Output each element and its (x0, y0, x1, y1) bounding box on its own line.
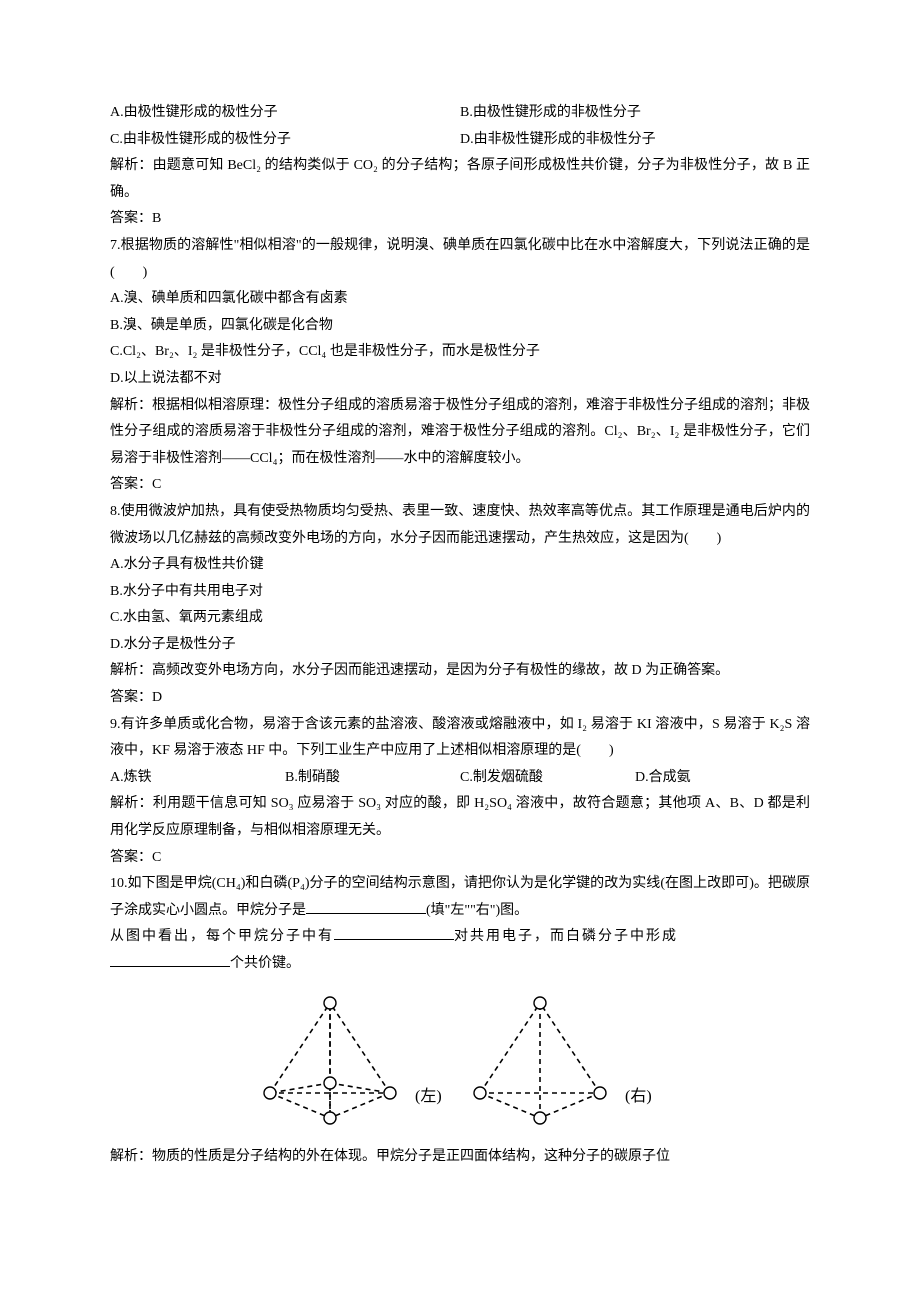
atom-node (324, 997, 336, 1009)
q8-analysis-label: 解析： (110, 663, 152, 678)
q8-analysis: 解析：高频改变外电场方向，水分子因而能迅速摆动，是因为分子有极性的缘故，故 D … (110, 658, 810, 685)
q9-analysis-text: 利用题干信息可知 SO₃ 应易溶于 SO₃ 对应的酸，即 H₂SO₄ 溶液中，故… (110, 796, 810, 838)
tetrahedron-diagram-svg: (左) (右) (245, 988, 675, 1128)
atom-node (264, 1087, 276, 1099)
atom-node (384, 1087, 396, 1099)
q6-answer: 答案：B (110, 206, 810, 233)
q6-analysis-text: 由题意可知 BeCl₂ 的结构类似于 CO₂ 的分子结构；各原子间形成极性共价键… (110, 158, 810, 200)
q8-stem: 8.使用微波炉加热，具有使受热物质均匀受热、表里一致、速度快、热效率高等优点。其… (110, 499, 810, 552)
q10-blank-1[interactable] (306, 900, 426, 914)
q9-analysis: 解析：利用题干信息可知 SO₃ 应易溶于 SO₃ 对应的酸，即 H₂SO₄ 溶液… (110, 791, 810, 844)
q6-option-d: D.由非极性键形成的非极性分子 (460, 127, 810, 154)
q10-analysis: 解析：物质的性质是分子结构的外在体现。甲烷分子是正四面体结构，这种分子的碳原子位 (110, 1144, 810, 1171)
q10-stem1b: (填"左""右")图。 (426, 903, 528, 918)
q6-analysis-label: 解析： (110, 158, 153, 173)
q7-answer: 答案：C (110, 472, 810, 499)
q7-analysis: 解析：根据相似相溶原理：极性分子组成的溶质易溶于极性分子组成的溶剂，难溶于非极性… (110, 393, 810, 473)
q9-answer: 答案：C (110, 845, 810, 872)
q8-option-d: D.水分子是极性分子 (110, 632, 810, 659)
atom-node (474, 1087, 486, 1099)
q10-stem3: 个共价键。 (230, 956, 300, 971)
q8-options: A.水分子具有极性共价键 B.水分子中有共用电子对 C.水由氢、氧两元素组成 D… (110, 552, 810, 658)
right-tetrahedron (474, 997, 606, 1124)
q7-answer-value: C (152, 477, 161, 492)
q10-diagram: (左) (右) (110, 988, 810, 1139)
q7-stem: 7.根据物质的溶解性"相似相溶"的一般规律，说明溴、碘单质在四氯化碳中比在水中溶… (110, 233, 810, 286)
q10-blank-2[interactable] (334, 926, 454, 940)
q8-answer: 答案：D (110, 685, 810, 712)
q8-option-b: B.水分子中有共用电子对 (110, 579, 810, 606)
q8-analysis-text: 高频改变外电场方向，水分子因而能迅速摆动，是因为分子有极性的缘故，故 D 为正确… (152, 663, 729, 678)
q6-answer-label: 答案： (110, 211, 152, 226)
right-label: (右) (625, 1087, 652, 1105)
q9-option-d: D.合成氨 (635, 765, 810, 792)
q7-option-c: C.Cl₂、Br₂、I₂ 是非极性分子，CCl₄ 也是非极性分子，而水是极性分子 (110, 339, 810, 366)
q6-option-c: C.由非极性键形成的极性分子 (110, 127, 460, 154)
q7-options: A.溴、碘单质和四氯化碳中都含有卤素 B.溴、碘是单质，四氯化碳是化合物 C.C… (110, 286, 810, 392)
q7-option-b: B.溴、碘是单质，四氯化碳是化合物 (110, 313, 810, 340)
q7-analysis-label: 解析： (110, 398, 152, 413)
q8-answer-label: 答案： (110, 690, 152, 705)
q10-stem-line1: 10.如下图是甲烷(CH₄)和白磷(P₄)分子的空间结构示意图，请把你认为是化学… (110, 871, 810, 924)
q9-analysis-label: 解析： (110, 796, 153, 811)
q8-answer-value: D (152, 690, 162, 705)
q7-option-d: D.以上说法都不对 (110, 366, 810, 393)
q6-analysis: 解析：由题意可知 BeCl₂ 的结构类似于 CO₂ 的分子结构；各原子间形成极性… (110, 153, 810, 206)
q6-answer-value: B (152, 211, 161, 226)
atom-node (534, 997, 546, 1009)
q10-analysis-text: 物质的性质是分子结构的外在体现。甲烷分子是正四面体结构，这种分子的碳原子位 (152, 1149, 670, 1164)
q8-option-c: C.水由氢、氧两元素组成 (110, 605, 810, 632)
q9-option-b: B.制硝酸 (285, 765, 460, 792)
q10-analysis-label: 解析： (110, 1149, 152, 1164)
left-label: (左) (415, 1087, 442, 1105)
q7-option-a: A.溴、碘单质和四氯化碳中都含有卤素 (110, 286, 810, 313)
left-tetrahedron (264, 997, 396, 1124)
atom-node (594, 1087, 606, 1099)
q9-option-c: C.制发烟硫酸 (460, 765, 635, 792)
atom-node-center (324, 1077, 336, 1089)
q6-option-b: B.由极性键形成的非极性分子 (460, 100, 810, 127)
q10-blank-3[interactable] (110, 953, 230, 967)
q10-stem-line3: 个共价键。 (110, 951, 810, 978)
q7-answer-label: 答案： (110, 477, 152, 492)
q9-answer-value: C (152, 850, 161, 865)
q9-stem: 9.有许多单质或化合物，易溶于含该元素的盐溶液、酸溶液或熔融液中，如 I₂ 易溶… (110, 712, 810, 765)
q6-options: A.由极性键形成的极性分子 B.由极性键形成的非极性分子 C.由非极性键形成的极… (110, 100, 810, 153)
q10-stem2a: 从图中看出，每个甲烷分子中有 (110, 929, 334, 944)
q9-answer-label: 答案： (110, 850, 152, 865)
q10-stem2b: 对共用电子，而白磷分子中形成 (454, 929, 678, 944)
q8-option-a: A.水分子具有极性共价键 (110, 552, 810, 579)
atom-node (324, 1112, 336, 1124)
q9-options: A.炼铁 B.制硝酸 C.制发烟硫酸 D.合成氨 (110, 765, 810, 792)
q7-analysis-text: 根据相似相溶原理：极性分子组成的溶质易溶于极性分子组成的溶剂，难溶于非极性分子组… (110, 398, 810, 466)
q6-option-a: A.由极性键形成的极性分子 (110, 100, 460, 127)
atom-node (534, 1112, 546, 1124)
q9-option-a: A.炼铁 (110, 765, 285, 792)
q10-stem-line2: 从图中看出，每个甲烷分子中有 对共用电子，而白磷分子中形成 (110, 924, 810, 951)
